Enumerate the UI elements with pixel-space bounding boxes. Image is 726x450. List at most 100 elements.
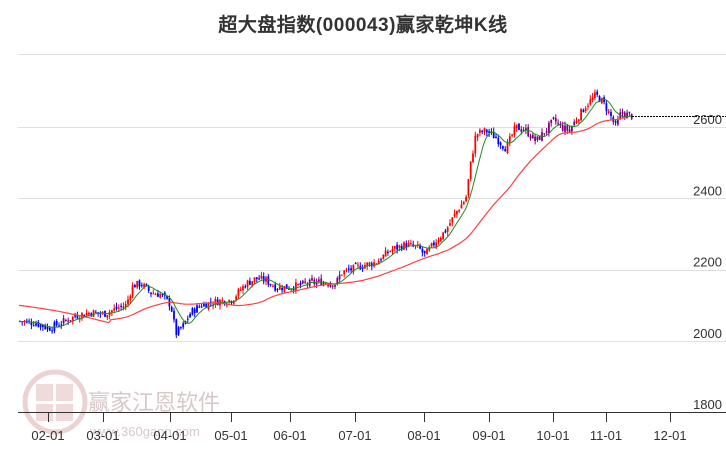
candle-body (550, 119, 553, 124)
candle-body (387, 251, 389, 254)
candle-body (502, 146, 504, 149)
candle-body (552, 117, 555, 119)
candle-body (244, 286, 247, 288)
candle-body (285, 284, 288, 289)
y-axis-labels: 1800 2000 2200 2400 2600 (693, 112, 722, 412)
candle-body (315, 281, 318, 285)
candle-body (389, 251, 392, 253)
candle-body (391, 249, 394, 252)
candle-body (393, 246, 396, 249)
candle-body (587, 105, 589, 107)
candle-body (357, 264, 359, 266)
candle-body (504, 149, 507, 152)
candle-body (239, 289, 242, 291)
candle-body (299, 283, 302, 285)
watermark-url: www.360gann.com (89, 424, 200, 439)
candle-body (370, 263, 373, 267)
candle-body (437, 240, 440, 243)
candle-body (262, 276, 265, 282)
candle-body (522, 130, 525, 132)
candle-body (412, 244, 415, 247)
candle-body (614, 121, 617, 123)
candle-body (249, 280, 251, 285)
candle-body (531, 134, 534, 139)
candle-body (589, 99, 592, 105)
candle-body (117, 307, 120, 309)
candle-body (30, 322, 33, 326)
candle-body (140, 285, 143, 287)
candle-body (488, 131, 490, 134)
candle-body (520, 129, 523, 132)
candle-body (297, 283, 300, 285)
candle-body (191, 308, 194, 315)
candle-body (462, 201, 465, 205)
candle-body (405, 243, 408, 248)
candle-body (439, 237, 442, 242)
candle-body (554, 118, 557, 122)
candle-body (600, 97, 603, 104)
candle-body (497, 137, 500, 145)
candle-body (186, 318, 189, 320)
candle-body (246, 280, 249, 287)
candle-body (106, 314, 109, 318)
candle-body (582, 109, 585, 113)
x-tick-label: 12-01 (653, 428, 686, 443)
x-tick-label: 09-01 (472, 428, 505, 443)
candle-body (207, 302, 210, 310)
candle-body (414, 245, 417, 247)
candle-body (175, 319, 178, 335)
candle-body (442, 232, 444, 240)
x-tick-label: 08-01 (407, 428, 440, 443)
candle-body (594, 92, 596, 98)
candle-body (97, 312, 99, 314)
candle-body (115, 306, 118, 309)
candle-body (557, 122, 559, 124)
candle-body (278, 286, 281, 290)
candle-body (71, 316, 74, 321)
candle-body (343, 270, 346, 275)
y-tick-label: 2600 (693, 112, 722, 127)
candle-body (170, 306, 173, 312)
candle-body (258, 278, 260, 280)
x-tick-label: 05-01 (214, 428, 247, 443)
candle-body (375, 263, 378, 265)
candle-body (506, 141, 509, 154)
candle-body (283, 286, 286, 292)
candle-body (403, 242, 405, 250)
candle-body (281, 288, 283, 291)
candle-body (255, 277, 258, 280)
candle-body (336, 278, 339, 284)
y-tick-label: 2400 (693, 183, 722, 198)
y-tick-label: 2000 (693, 326, 722, 341)
candle-body (373, 262, 375, 267)
candle-body (276, 289, 279, 291)
candle-body (83, 314, 86, 317)
candle-body (129, 296, 132, 300)
candle-body (92, 310, 95, 318)
candle-body (584, 108, 587, 111)
candle-body (559, 124, 562, 126)
candle-body (564, 125, 566, 132)
candle-body (44, 325, 47, 329)
candle-body (131, 285, 134, 298)
candle-body (428, 247, 431, 251)
x-tick-label: 03-01 (86, 428, 119, 443)
candle-body (628, 111, 631, 113)
candle-body (515, 124, 518, 129)
candle-body (458, 209, 461, 212)
candle-body (626, 112, 628, 119)
candle-body (380, 259, 382, 261)
candle-body (396, 244, 398, 250)
candle-body (529, 135, 532, 139)
candle-body (536, 136, 539, 140)
candle-body (426, 248, 428, 255)
watermark: 赢家江恩软件 www.360gann.com (22, 369, 220, 439)
candle-body (511, 134, 513, 136)
candle-body (474, 135, 477, 154)
candle-body (177, 327, 180, 335)
candle-body (538, 136, 541, 140)
ma-short-line (18, 98, 631, 328)
candle-body (196, 305, 198, 313)
candle-body (88, 312, 90, 315)
candle-body (60, 324, 63, 326)
